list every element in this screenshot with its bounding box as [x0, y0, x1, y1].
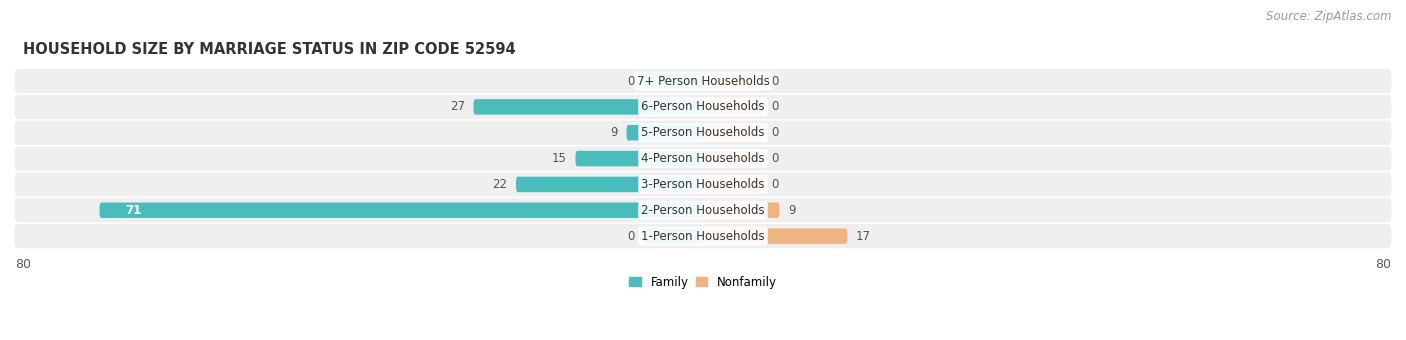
FancyBboxPatch shape [703, 177, 762, 192]
FancyBboxPatch shape [14, 198, 1392, 222]
FancyBboxPatch shape [703, 99, 762, 115]
Text: 5-Person Households: 5-Person Households [641, 126, 765, 139]
Text: 3-Person Households: 3-Person Households [641, 178, 765, 191]
Text: 0: 0 [627, 230, 636, 243]
Text: 15: 15 [553, 152, 567, 165]
Text: 0: 0 [770, 74, 779, 88]
Text: 4-Person Households: 4-Person Households [641, 152, 765, 165]
Legend: Family, Nonfamily: Family, Nonfamily [630, 275, 776, 289]
Text: 1-Person Households: 1-Person Households [641, 230, 765, 243]
FancyBboxPatch shape [14, 172, 1392, 197]
Text: Source: ZipAtlas.com: Source: ZipAtlas.com [1267, 10, 1392, 23]
FancyBboxPatch shape [703, 203, 779, 218]
FancyBboxPatch shape [516, 177, 703, 192]
FancyBboxPatch shape [703, 125, 762, 140]
FancyBboxPatch shape [14, 69, 1392, 93]
Text: 6-Person Households: 6-Person Households [641, 100, 765, 114]
FancyBboxPatch shape [100, 203, 703, 218]
FancyBboxPatch shape [627, 125, 703, 140]
Text: 17: 17 [856, 230, 870, 243]
Text: 9: 9 [610, 126, 619, 139]
Text: 2-Person Households: 2-Person Households [641, 204, 765, 217]
FancyBboxPatch shape [703, 151, 762, 166]
Text: 0: 0 [770, 178, 779, 191]
Text: 9: 9 [787, 204, 796, 217]
Text: 0: 0 [770, 152, 779, 165]
FancyBboxPatch shape [703, 228, 848, 244]
Text: 7+ Person Households: 7+ Person Households [637, 74, 769, 88]
Text: 0: 0 [627, 74, 636, 88]
Text: 22: 22 [492, 178, 508, 191]
FancyBboxPatch shape [703, 73, 762, 89]
FancyBboxPatch shape [644, 228, 703, 244]
FancyBboxPatch shape [14, 147, 1392, 171]
Text: 71: 71 [125, 204, 141, 217]
FancyBboxPatch shape [474, 99, 703, 115]
FancyBboxPatch shape [644, 73, 703, 89]
FancyBboxPatch shape [14, 224, 1392, 248]
Text: 27: 27 [450, 100, 465, 114]
FancyBboxPatch shape [14, 121, 1392, 145]
Text: HOUSEHOLD SIZE BY MARRIAGE STATUS IN ZIP CODE 52594: HOUSEHOLD SIZE BY MARRIAGE STATUS IN ZIP… [22, 42, 516, 57]
FancyBboxPatch shape [575, 151, 703, 166]
Text: 0: 0 [770, 126, 779, 139]
FancyBboxPatch shape [14, 95, 1392, 119]
Text: 0: 0 [770, 100, 779, 114]
